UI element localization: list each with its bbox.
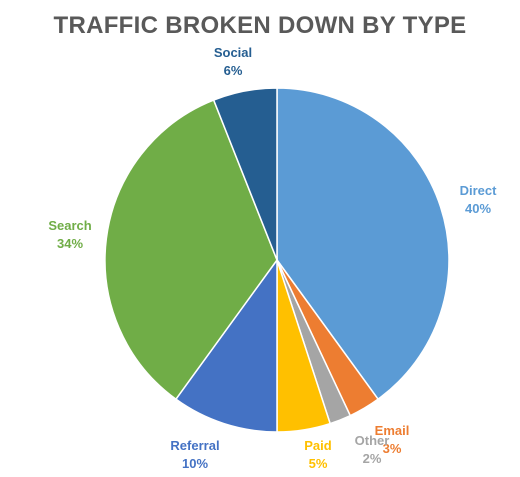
slice-label-name: Social xyxy=(213,45,253,60)
slice-label-email: Email 3% xyxy=(352,422,432,458)
slice-label-name: Direct xyxy=(459,183,497,198)
slice-label-referral: Referral 10% xyxy=(155,437,235,473)
slice-label-name: Paid xyxy=(304,438,332,453)
slice-label-value: 5% xyxy=(308,456,328,471)
slice-label-value: 6% xyxy=(223,63,243,78)
slice-label-value: 2% xyxy=(362,451,382,466)
slice-label-search: Search 34% xyxy=(30,217,110,253)
pie-slice-referral xyxy=(174,257,278,433)
pie-slice-search xyxy=(104,99,278,401)
slice-label-value: 3% xyxy=(382,441,402,456)
chart-title: TRAFFIC BROKEN DOWN BY TYPE xyxy=(53,12,467,39)
slice-label-name: Other xyxy=(354,433,390,448)
slice-label-direct: Direct 40% xyxy=(438,182,518,218)
slice-label-value: 34% xyxy=(56,236,84,251)
slice-label-name: Search xyxy=(48,218,92,233)
slice-label-name: Email xyxy=(374,423,410,438)
slice-label-name: Referral xyxy=(170,438,220,453)
slice-label-paid: Paid 5% xyxy=(278,437,358,473)
slice-label-social: Social 6% xyxy=(193,44,273,80)
pie-slice-social xyxy=(212,87,278,261)
pie-slice-direct xyxy=(276,87,450,401)
slice-label-value: 10% xyxy=(181,456,209,471)
slice-label-other: Other 2% xyxy=(332,432,412,468)
slice-label-value: 40% xyxy=(464,201,492,216)
